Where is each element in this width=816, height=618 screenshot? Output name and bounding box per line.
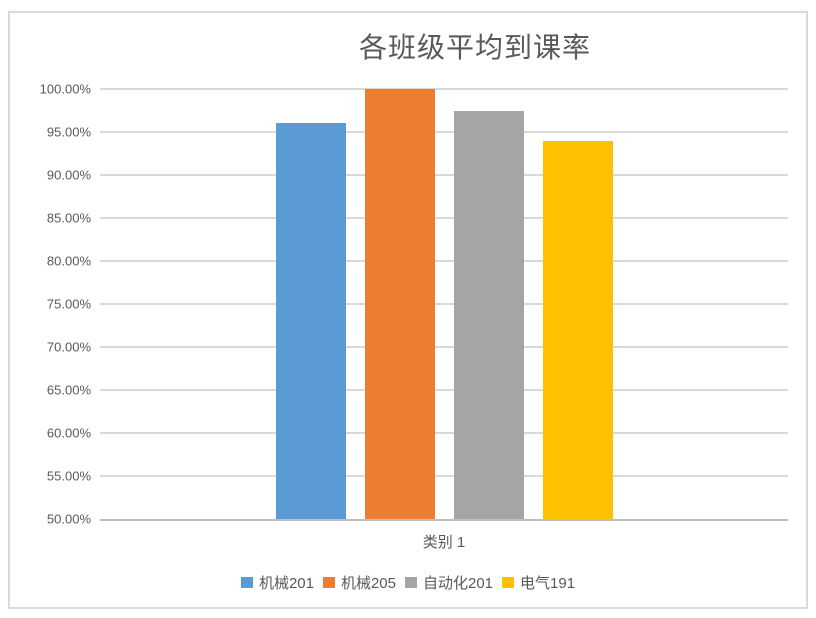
y-tick-label: 95.00% — [46, 124, 91, 140]
legend-label: 机械201 — [258, 575, 314, 592]
bar-自动化201 — [453, 111, 524, 519]
gridline — [100, 432, 788, 434]
legend-swatch-icon — [405, 577, 417, 588]
legend-swatch-icon — [322, 577, 335, 588]
legend-label: 电气191 — [520, 575, 576, 592]
y-tick-label: 50.00% — [46, 511, 91, 527]
gridline — [100, 260, 788, 262]
gridline — [100, 174, 788, 176]
y-tick-label: 80.00% — [46, 253, 91, 269]
gridline — [100, 389, 788, 391]
legend-item: 电气191 — [502, 572, 575, 593]
y-tick-label: 65.00% — [46, 382, 91, 398]
chart-frame: 各班级平均到课率 100.00% 95.00% 90.00% 85.00% 80.00%… — [8, 11, 808, 609]
legend-item: 机械201 — [240, 572, 314, 593]
bar-电气191 — [542, 141, 613, 519]
legend-item: 自动化201 — [405, 572, 493, 593]
gridline — [100, 475, 788, 477]
legend-item: 机械205 — [322, 572, 396, 593]
legend-label: 自动化201 — [423, 575, 494, 592]
gridline — [100, 217, 788, 219]
legend: 机械201 机械205 自动化201 电气191 — [10, 572, 806, 593]
legend-swatch-icon — [502, 577, 515, 588]
y-tick-label: 55.00% — [46, 468, 91, 484]
gridline — [100, 131, 788, 133]
bar-机械201 — [275, 123, 346, 519]
gridline — [100, 303, 788, 305]
y-tick-label: 70.00% — [46, 339, 91, 355]
gridline — [100, 88, 788, 90]
gridline — [100, 346, 788, 348]
legend-label: 机械205 — [340, 575, 396, 592]
y-tick-label: 60.00% — [46, 425, 91, 441]
x-axis-category-label: 类别 1 — [422, 534, 466, 551]
y-tick-label: 75.00% — [46, 296, 91, 312]
chart-title: 各班级平均到课率 — [358, 32, 592, 63]
y-axis-tick-labels: 100.00% 95.00% 90.00% 85.00% 80.00% 75.00% 70.… — [10, 13, 91, 607]
bar-机械205 — [364, 89, 435, 519]
plot-area — [100, 88, 788, 521]
y-tick-label: 85.00% — [46, 210, 91, 226]
y-tick-label: 90.00% — [46, 167, 91, 183]
legend-swatch-icon — [240, 577, 253, 588]
y-tick-label: 100.00% — [39, 81, 91, 97]
